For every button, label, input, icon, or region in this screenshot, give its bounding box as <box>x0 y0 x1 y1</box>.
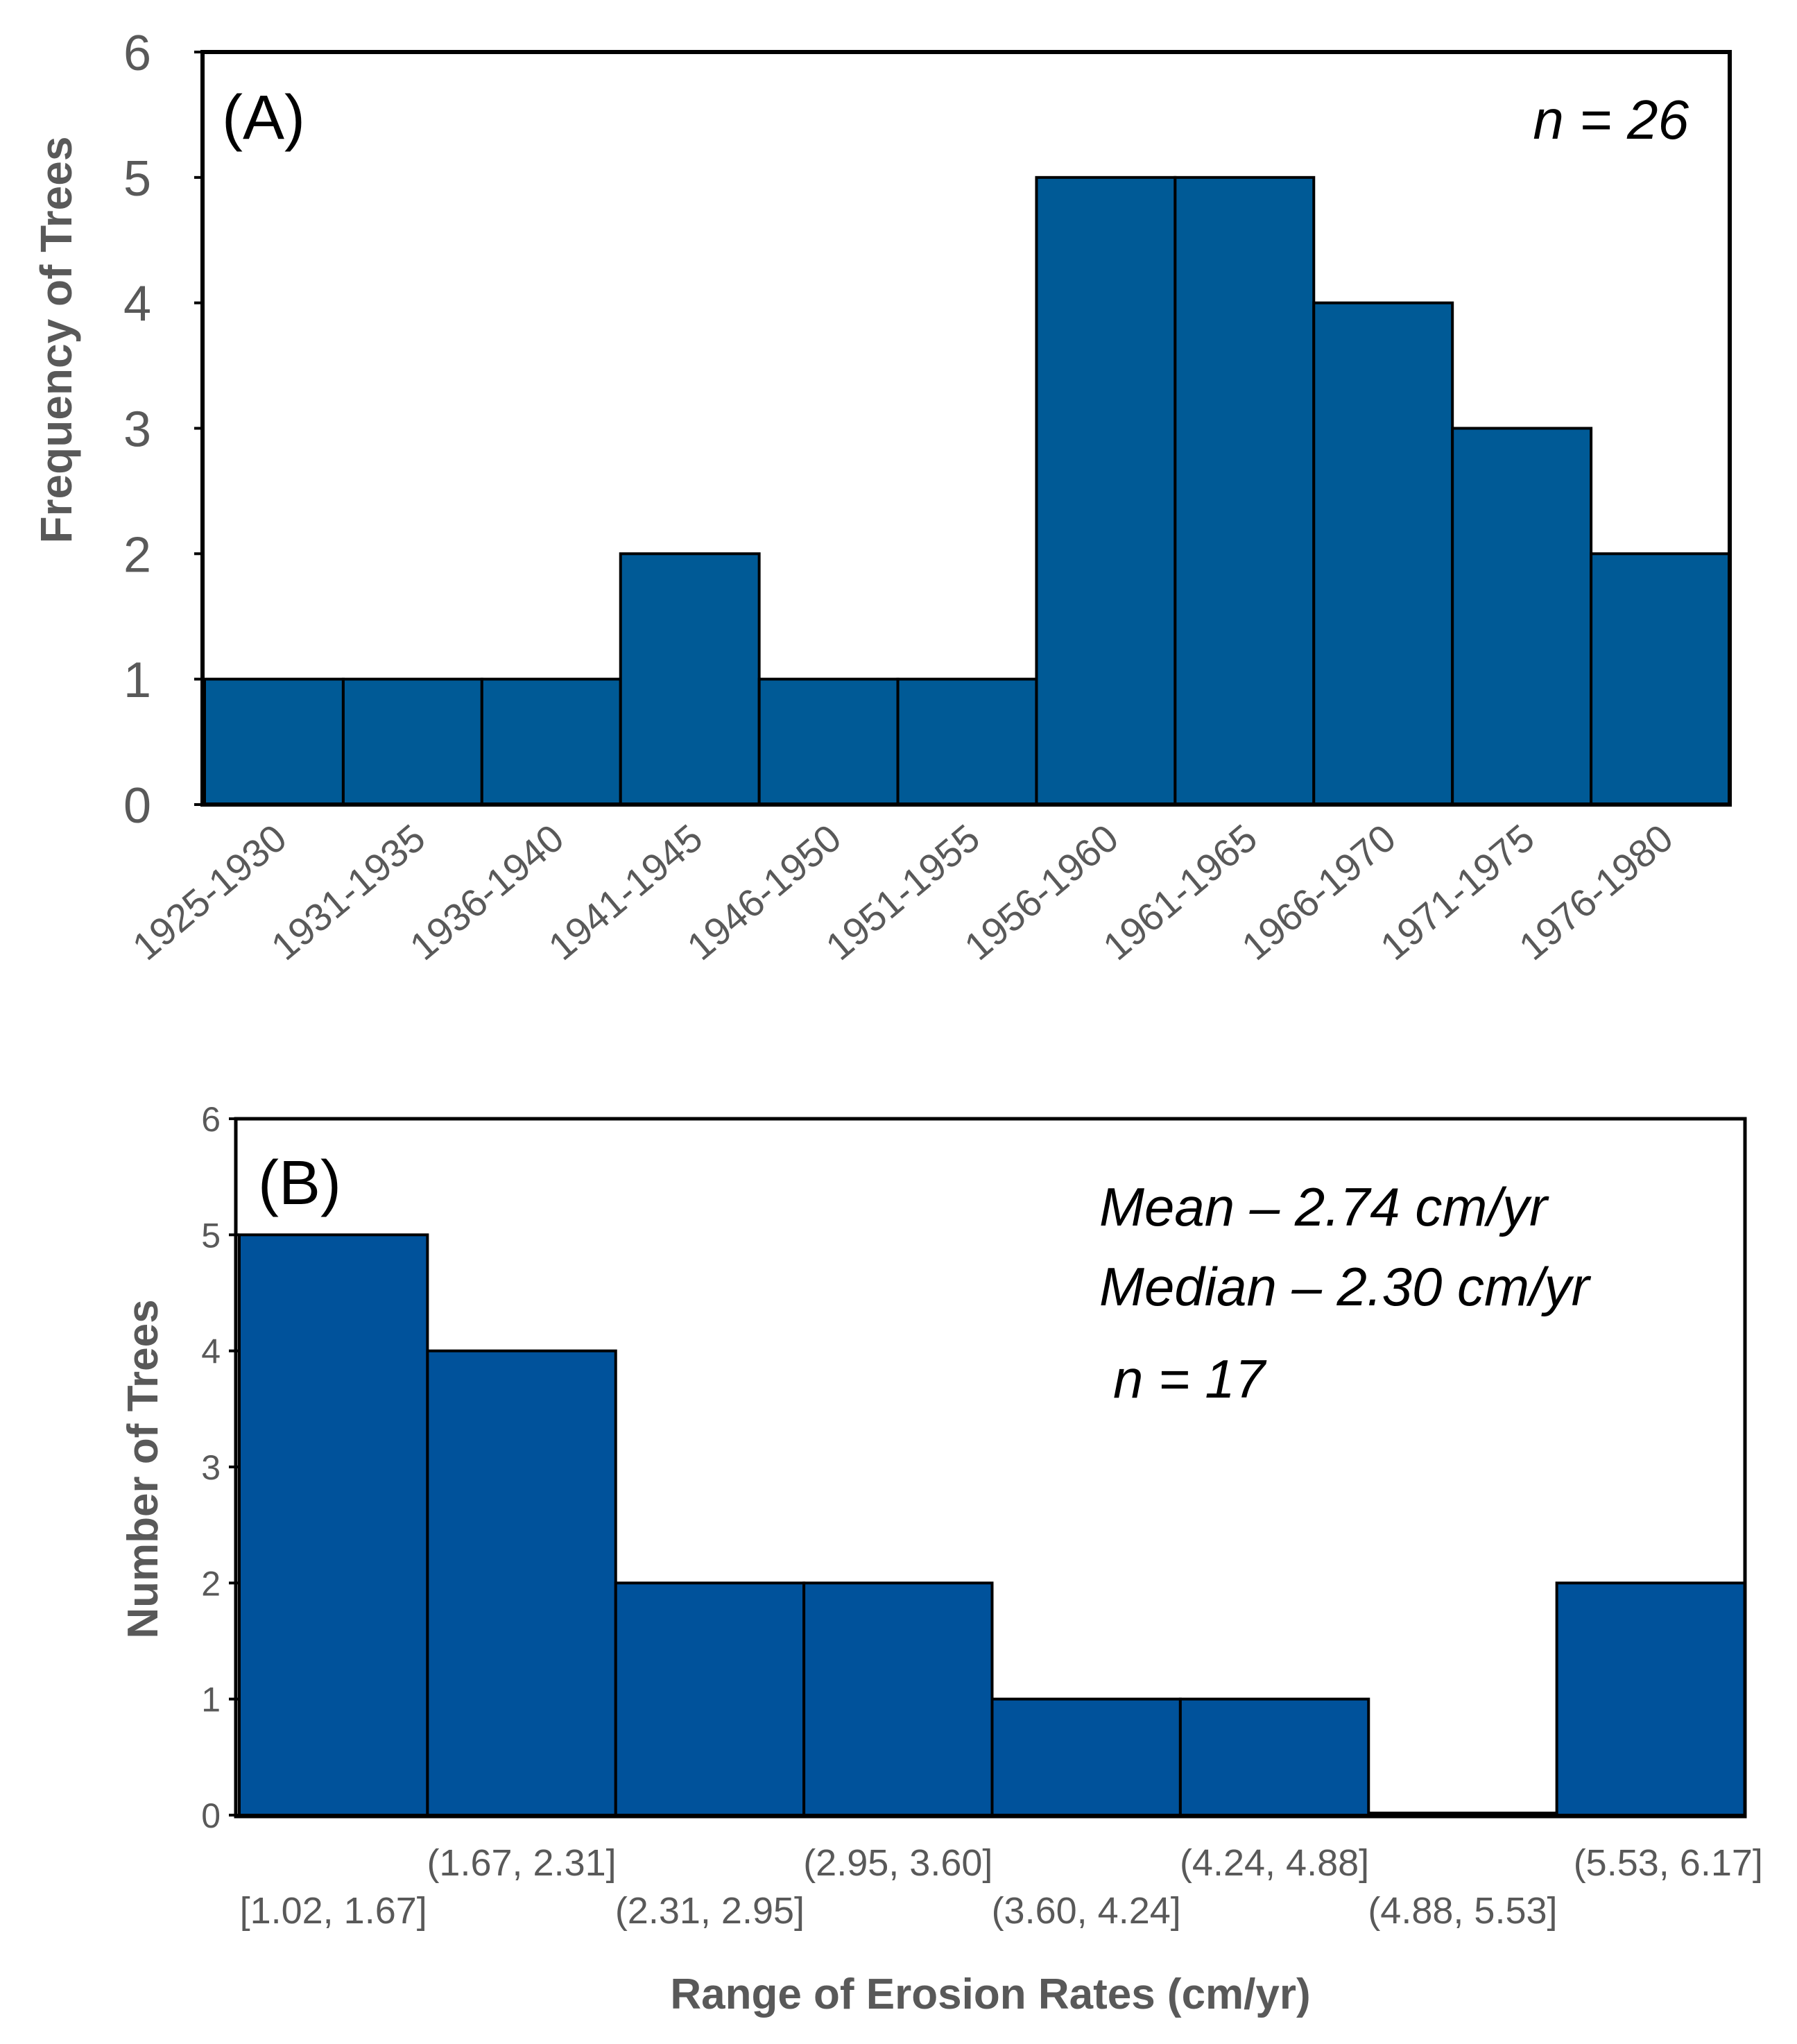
b-y-tick-label: 2 <box>201 1564 221 1603</box>
b-bar-5 <box>990 1697 1182 1817</box>
a-x-category-label: 1941-1945 <box>540 816 711 968</box>
b-y-axis-label: Number of Trees <box>119 1299 167 1638</box>
b-annotation-median: Median – 2.30 cm/yr <box>1099 1256 1592 1317</box>
a-x-category-label: 1925-1930 <box>124 816 295 968</box>
a-x-category-label: 1936-1940 <box>402 816 572 968</box>
a-bar-9 <box>1312 301 1454 806</box>
a-bars-group <box>203 175 1731 807</box>
b-bar-2 <box>426 1349 617 1817</box>
b-bar-8 <box>1555 1581 1746 1817</box>
a-annotation-n: n = 26 <box>1533 89 1689 151</box>
a-y-tick-label: 0 <box>123 778 151 834</box>
a-y-tick-label: 2 <box>123 527 151 583</box>
a-y-tick-label: 3 <box>123 402 151 458</box>
b-bar-6 <box>1178 1697 1370 1817</box>
b-x-category-label: (5.53, 6.17] <box>1574 1842 1763 1884</box>
a-bar-8 <box>1173 175 1316 807</box>
chart-a: 0 1 2 3 4 5 6 1925-19301931-19351936-19401941-… <box>31 26 1732 968</box>
a-bar-10 <box>1451 427 1593 806</box>
a-bar-4 <box>619 552 761 806</box>
b-x-category-label: (4.24, 4.88] <box>1180 1842 1369 1884</box>
b-y-axis-ticks: 0 1 2 3 4 5 6 <box>201 1100 239 1835</box>
a-x-category-label: 1956-1960 <box>956 816 1126 968</box>
b-annotation-mean: Mean – 2.74 cm/yr <box>1099 1176 1549 1237</box>
b-bars-group <box>238 1233 1746 1817</box>
b-y-tick-label: 5 <box>201 1216 221 1255</box>
a-bar-6 <box>896 678 1038 807</box>
a-x-category-label: 1951-1955 <box>818 816 988 968</box>
a-x-axis-categories: 1925-19301931-19351936-19401941-19451946… <box>124 816 1681 968</box>
b-x-axis-label: Range of Erosion Rates (cm/yr) <box>670 1970 1310 2018</box>
b-x-category-label: (1.67, 2.31] <box>427 1842 616 1884</box>
a-x-category-label: 1976-1980 <box>1511 816 1681 968</box>
a-bar-2 <box>341 678 483 807</box>
a-x-category-label: 1966-1970 <box>1233 816 1404 968</box>
b-x-category-label: (4.88, 5.53] <box>1368 1890 1557 1932</box>
b-x-category-label: (3.60, 4.24] <box>992 1890 1181 1932</box>
a-x-category-label: 1971-1975 <box>1372 816 1542 968</box>
b-bar-3 <box>614 1581 806 1817</box>
b-x-axis-categories: [1.02, 1.67](1.67, 2.31] (2.31, 2.95] (2.9… <box>240 1842 1763 1932</box>
b-y-tick-label: 6 <box>201 1100 221 1139</box>
a-x-category-label: 1961-1965 <box>1094 816 1265 968</box>
a-y-tick-label: 6 <box>123 26 151 81</box>
b-x-category-label: (2.31, 2.95] <box>615 1890 805 1932</box>
b-panel-label: (B) <box>258 1149 341 1218</box>
a-y-axis-ticks: 0 1 2 3 4 5 6 <box>123 26 205 834</box>
a-y-tick-label: 1 <box>123 653 151 708</box>
a-y-axis-label: Frequency of Trees <box>31 137 81 544</box>
a-y-tick-label: 4 <box>123 277 151 332</box>
b-y-tick-label: 4 <box>201 1332 221 1371</box>
a-bar-11 <box>1590 552 1731 806</box>
b-bar-1 <box>238 1233 429 1817</box>
a-bar-5 <box>757 678 900 807</box>
b-x-category-label: [1.02, 1.67] <box>240 1890 427 1932</box>
b-y-tick-label: 0 <box>201 1796 221 1835</box>
b-x-category-label: (2.95, 3.60] <box>803 1842 992 1884</box>
a-panel-label: (A) <box>222 83 305 153</box>
b-annotation-n: n = 17 <box>1113 1348 1267 1409</box>
a-bar-3 <box>480 678 622 807</box>
a-y-tick-label: 5 <box>123 151 151 207</box>
b-bar-4 <box>802 1581 994 1817</box>
a-bar-1 <box>203 678 345 807</box>
b-y-tick-label: 3 <box>201 1448 221 1487</box>
a-x-category-label: 1931-1935 <box>263 816 433 968</box>
b-y-tick-label: 1 <box>201 1681 221 1719</box>
chart-b: 0 1 2 3 4 5 6 [1.02, 1.67](1.67, 2.31] (2.31, 2… <box>119 1100 1763 2018</box>
a-bar-7 <box>1035 175 1177 807</box>
a-x-category-label: 1946-1950 <box>679 816 850 968</box>
